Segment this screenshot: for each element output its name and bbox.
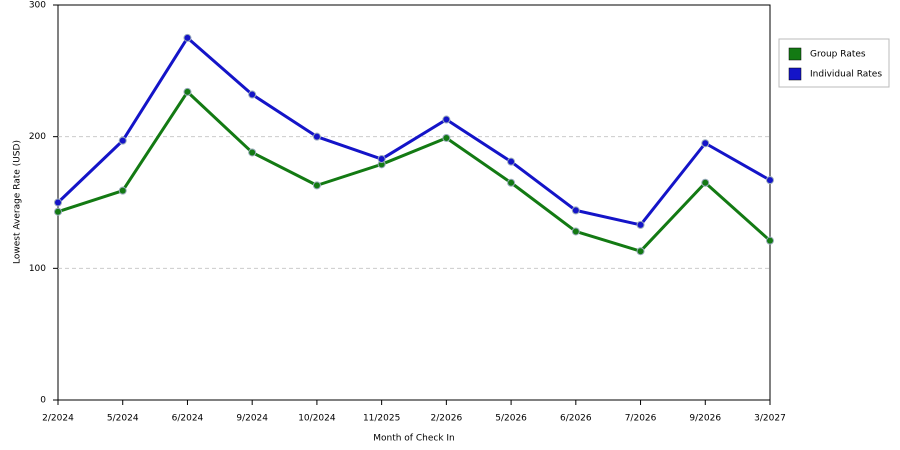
- point: [766, 236, 774, 245]
- point: [636, 247, 645, 256]
- point: [183, 33, 192, 42]
- x-tick-label: 11/2025: [363, 414, 400, 424]
- plot-frame: [57, 4, 771, 401]
- point: [571, 206, 580, 215]
- x-tick-label: 5/2024: [107, 414, 139, 424]
- series-line: [57, 90, 772, 253]
- point: [183, 87, 192, 96]
- point: [377, 155, 386, 164]
- x-tick-label: 2/2024: [42, 414, 74, 424]
- point: [312, 181, 321, 190]
- point: [442, 133, 451, 142]
- y-tick-label: 300: [29, 1, 46, 11]
- point: [701, 178, 710, 187]
- point: [636, 220, 645, 229]
- point: [118, 136, 127, 145]
- point: [507, 157, 516, 166]
- legend-label: Individual Rates: [810, 70, 882, 80]
- point: [54, 207, 62, 216]
- y-tick-label: 0: [40, 396, 46, 406]
- x-tick-label: 6/2024: [172, 414, 204, 424]
- x-tick-label: 7/2026: [625, 414, 657, 424]
- point: [248, 90, 257, 99]
- x-tick-label: 5/2026: [495, 414, 527, 424]
- point: [766, 176, 774, 185]
- legend-swatch: [788, 47, 802, 61]
- point: [571, 227, 580, 236]
- point: [442, 115, 451, 124]
- x-tick-label: 3/2027: [754, 414, 786, 424]
- x-tick-label: 10/2024: [298, 414, 336, 424]
- x-tick-label: 2/2026: [431, 414, 463, 424]
- y-tick-label: 200: [29, 132, 46, 142]
- x-tick-label: 9/2026: [689, 414, 721, 424]
- point: [248, 148, 257, 157]
- point: [118, 186, 127, 195]
- x-tick-label: 6/2026: [560, 414, 592, 424]
- point: [507, 178, 516, 187]
- x-tick-label: 9/2024: [236, 414, 268, 424]
- series-line: [56, 36, 771, 227]
- point: [54, 198, 62, 207]
- legend-label: Group Rates: [810, 50, 866, 60]
- point: [312, 132, 321, 141]
- y-axis-label: Lowest Average Rate (USD): [13, 140, 23, 264]
- x-axis-label: Month of Check In: [373, 434, 455, 444]
- y-tick-label: 100: [29, 264, 46, 274]
- legend-swatch: [788, 67, 802, 81]
- point: [701, 139, 710, 148]
